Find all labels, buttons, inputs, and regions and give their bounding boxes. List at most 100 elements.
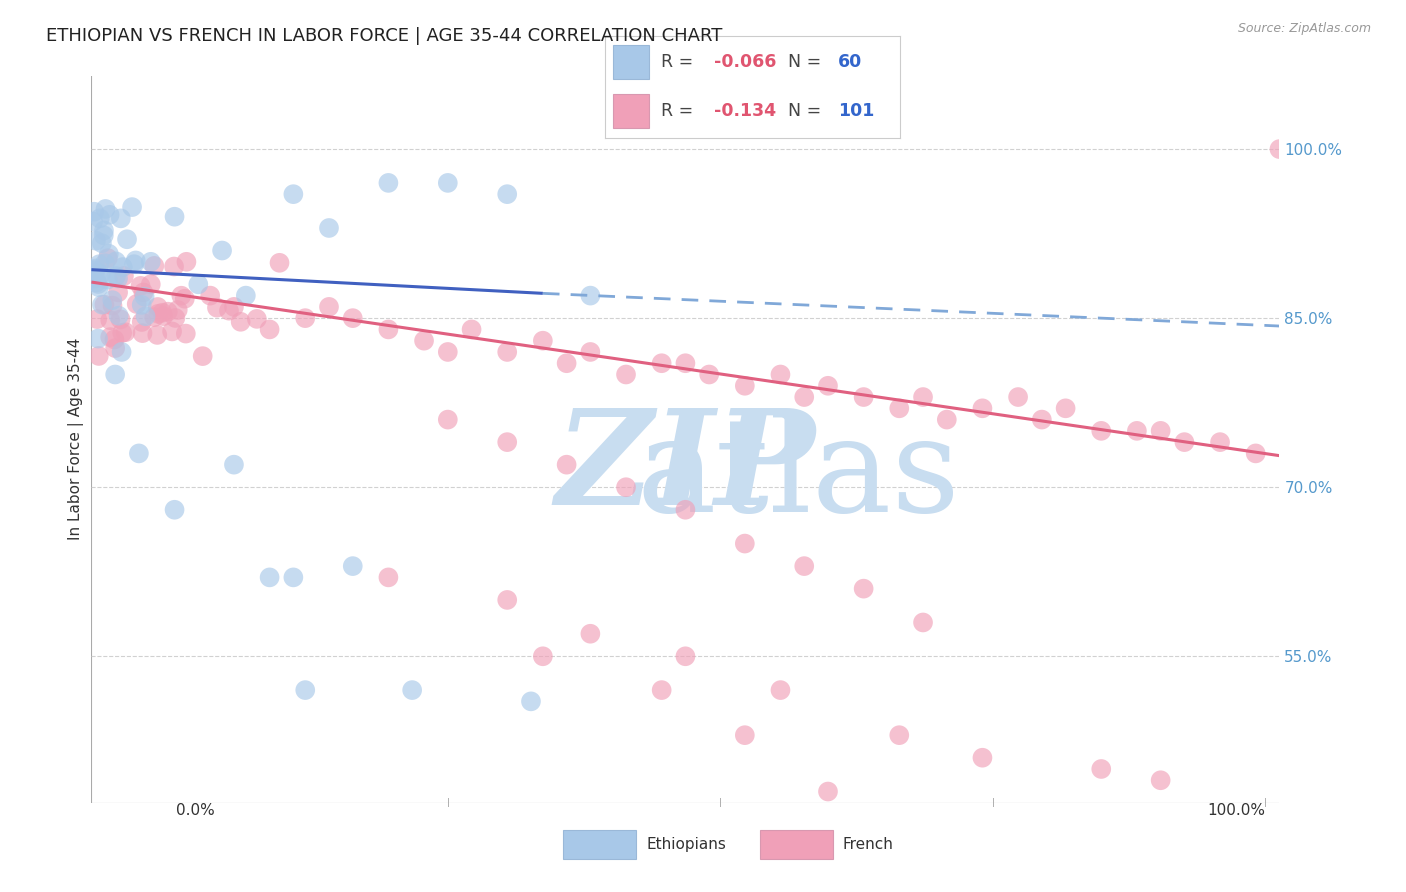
- Point: [889, 728, 911, 742]
- Point: [1149, 424, 1171, 438]
- Point: [294, 311, 316, 326]
- Point: [146, 300, 169, 314]
- Text: N =: N =: [787, 102, 827, 120]
- Point: [734, 728, 756, 742]
- Point: [436, 345, 458, 359]
- Point: [436, 176, 458, 190]
- Text: |: |: [991, 798, 994, 807]
- Bar: [613, 45, 650, 78]
- Point: [318, 300, 340, 314]
- Point: [111, 326, 134, 340]
- Point: [128, 446, 150, 460]
- Point: [769, 683, 792, 698]
- Text: R =: R =: [661, 53, 699, 70]
- Point: [97, 272, 120, 286]
- Point: [1054, 401, 1077, 416]
- Text: Ethiopians: Ethiopians: [645, 838, 725, 852]
- Point: [852, 582, 875, 596]
- Point: [235, 288, 257, 302]
- Point: [124, 253, 146, 268]
- Point: [87, 332, 110, 346]
- Point: [131, 326, 153, 340]
- Point: [579, 288, 602, 302]
- Point: [148, 307, 170, 321]
- Text: atlas: atlas: [637, 411, 960, 541]
- Point: [93, 223, 115, 237]
- Text: -0.134: -0.134: [714, 102, 776, 120]
- Text: |: |: [718, 798, 723, 807]
- Point: [377, 176, 399, 190]
- Point: [1090, 424, 1112, 438]
- Point: [972, 401, 994, 416]
- Point: [131, 298, 153, 312]
- Point: [200, 288, 222, 302]
- Point: [935, 412, 957, 426]
- Point: [246, 311, 269, 326]
- Point: [555, 356, 578, 370]
- Point: [1173, 435, 1195, 450]
- Text: 0.0%: 0.0%: [176, 803, 215, 818]
- Point: [146, 327, 169, 342]
- Point: [165, 310, 187, 325]
- Point: [496, 593, 519, 607]
- Point: [205, 301, 228, 315]
- Point: [817, 378, 839, 392]
- Text: -0.066: -0.066: [714, 53, 776, 70]
- Point: [82, 214, 104, 228]
- Point: [187, 277, 209, 292]
- Point: [651, 356, 673, 370]
- Point: [87, 280, 110, 294]
- Point: [229, 315, 252, 329]
- Point: [651, 683, 673, 698]
- Point: [104, 254, 127, 268]
- Point: [98, 330, 121, 344]
- Point: [555, 458, 578, 472]
- Point: [259, 322, 281, 336]
- Point: [734, 378, 756, 392]
- Point: [176, 254, 198, 268]
- Text: French: French: [844, 838, 894, 852]
- Point: [496, 187, 519, 202]
- Point: [84, 270, 107, 285]
- Point: [1268, 142, 1291, 156]
- Text: ETHIOPIAN VS FRENCH IN LABOR FORCE | AGE 35-44 CORRELATION CHART: ETHIOPIAN VS FRENCH IN LABOR FORCE | AGE…: [46, 27, 723, 45]
- Point: [294, 683, 316, 698]
- Point: [460, 322, 482, 336]
- Point: [93, 228, 115, 243]
- Point: [86, 276, 108, 290]
- Point: [104, 269, 127, 284]
- Point: [163, 260, 186, 274]
- Point: [531, 649, 554, 664]
- Point: [579, 345, 602, 359]
- Point: [143, 310, 166, 325]
- Point: [160, 325, 183, 339]
- Point: [218, 303, 240, 318]
- Point: [614, 368, 637, 382]
- Point: [93, 298, 115, 312]
- Text: R =: R =: [661, 102, 704, 120]
- Point: [259, 570, 281, 584]
- Point: [139, 254, 162, 268]
- Text: 100.0%: 100.0%: [1208, 803, 1265, 818]
- Point: [531, 334, 554, 348]
- Point: [84, 261, 107, 276]
- Point: [166, 302, 188, 317]
- Point: [89, 211, 111, 226]
- Point: [1149, 773, 1171, 788]
- Point: [1126, 424, 1149, 438]
- Point: [972, 750, 994, 764]
- Point: [134, 290, 156, 304]
- Point: [98, 208, 121, 222]
- Point: [107, 285, 129, 300]
- Point: [90, 236, 112, 251]
- Text: |: |: [1264, 798, 1267, 807]
- Point: [222, 458, 245, 472]
- Point: [520, 694, 543, 708]
- Point: [318, 221, 340, 235]
- Point: [104, 368, 127, 382]
- Point: [111, 260, 134, 274]
- Point: [911, 615, 934, 630]
- Point: [131, 315, 153, 329]
- Point: [84, 234, 107, 248]
- Point: [122, 257, 145, 271]
